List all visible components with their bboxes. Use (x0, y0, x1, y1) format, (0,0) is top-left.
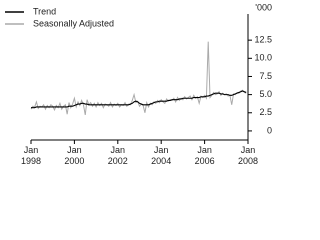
legend-label: Trend (33, 6, 56, 16)
series-line (31, 90, 247, 109)
chart: '000 0 2.5 5.0 7.5 10.0 12.5 Trend Seasonally A… (5, 2, 272, 166)
chart-svg: '000 0 2.5 5.0 7.5 10.0 12.5 Trend Seasonally A… (5, 2, 272, 144)
y-tick-label: 7.5 (259, 71, 272, 81)
x-tick-label: Jan 1998 (20, 145, 42, 166)
x-tick-label: Jan 2002 (107, 145, 128, 166)
x-tick-label: Jan 2000 (64, 145, 85, 166)
x-tick-label: Jan 2004 (151, 145, 172, 166)
y-tick-label: 12.5 (254, 35, 272, 45)
series-line (30, 41, 247, 116)
x-tick-label: Jan 2008 (237, 145, 259, 166)
legend-label: Seasonally Adjusted (33, 18, 114, 28)
y-tick-label: 2.5 (259, 107, 272, 117)
y-unit: '000 (255, 2, 272, 12)
y-tick-label: 5.0 (259, 89, 272, 99)
x-tick-label: Jan 2006 (194, 145, 215, 166)
y-tick-label: 0 (267, 125, 272, 135)
y-tick-label: 10.0 (254, 53, 272, 63)
